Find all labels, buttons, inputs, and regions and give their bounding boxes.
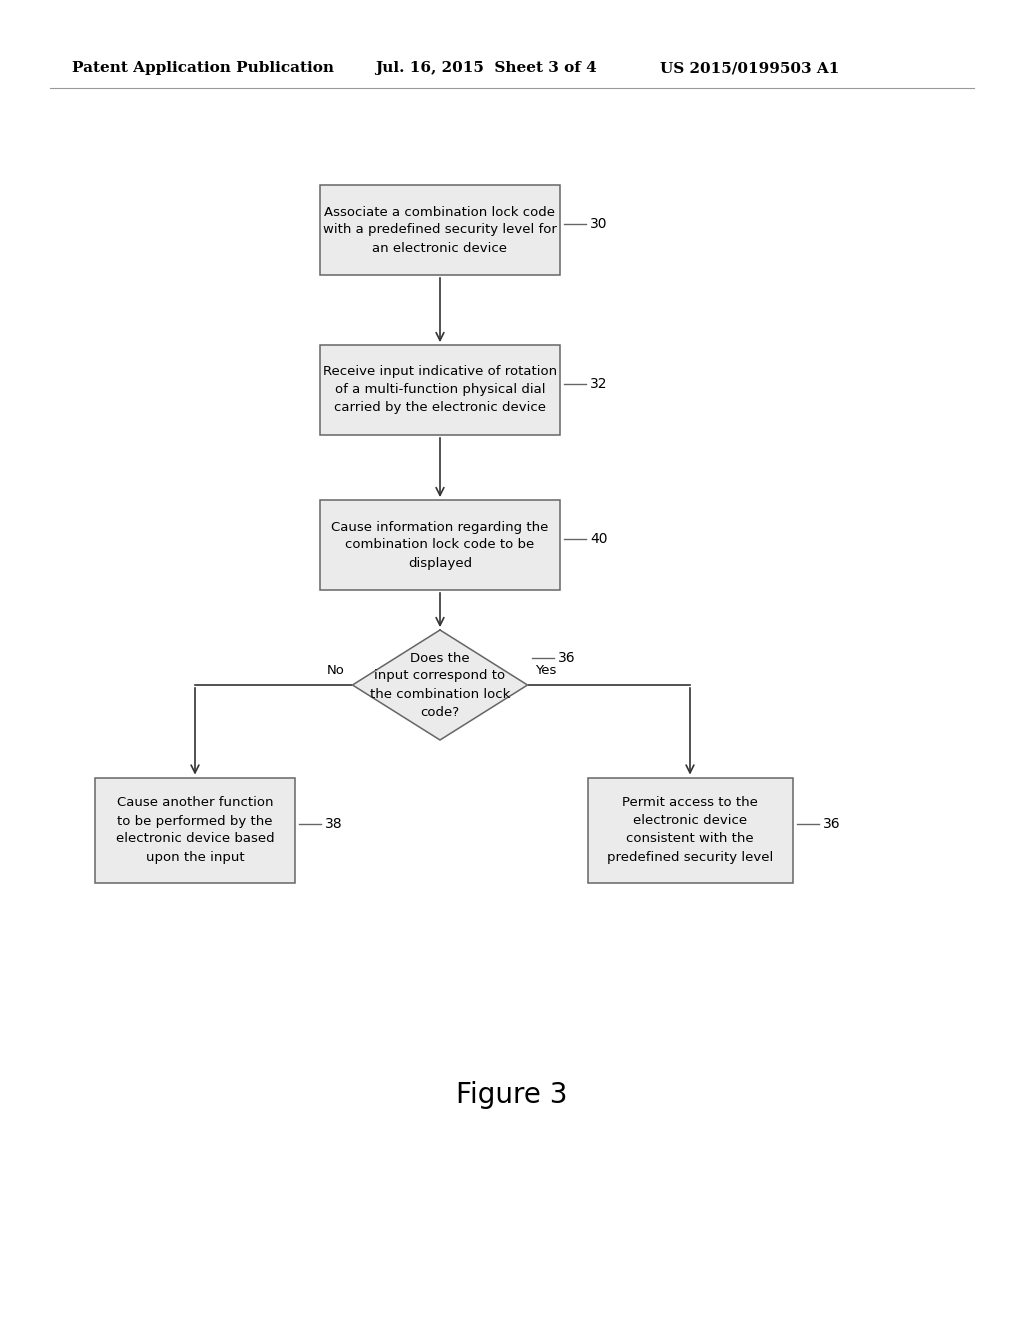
Text: Yes: Yes: [536, 664, 557, 677]
Text: US 2015/0199503 A1: US 2015/0199503 A1: [660, 61, 840, 75]
Text: 38: 38: [325, 817, 343, 832]
Text: Associate a combination lock code
with a predefined security level for
an electr: Associate a combination lock code with a…: [323, 206, 557, 255]
Text: Permit access to the
electronic device
consistent with the
predefined security l: Permit access to the electronic device c…: [607, 796, 773, 863]
FancyBboxPatch shape: [319, 185, 560, 275]
Text: Patent Application Publication: Patent Application Publication: [72, 61, 334, 75]
Text: 36: 36: [557, 651, 575, 664]
Text: 32: 32: [590, 378, 607, 391]
Text: No: No: [327, 664, 344, 677]
Text: Does the
input correspond to
the combination lock
code?: Does the input correspond to the combina…: [370, 652, 510, 718]
Text: 36: 36: [822, 817, 840, 832]
FancyBboxPatch shape: [95, 777, 295, 883]
FancyBboxPatch shape: [319, 500, 560, 590]
Text: 40: 40: [590, 532, 607, 546]
FancyBboxPatch shape: [588, 777, 793, 883]
Text: Jul. 16, 2015  Sheet 3 of 4: Jul. 16, 2015 Sheet 3 of 4: [375, 61, 597, 75]
Text: Figure 3: Figure 3: [457, 1081, 567, 1109]
FancyBboxPatch shape: [319, 345, 560, 436]
Text: Cause another function
to be performed by the
electronic device based
upon the i: Cause another function to be performed b…: [116, 796, 274, 863]
Text: 30: 30: [590, 216, 607, 231]
Text: Cause information regarding the
combination lock code to be
displayed: Cause information regarding the combinat…: [332, 520, 549, 569]
Text: Receive input indicative of rotation
of a multi-function physical dial
carried b: Receive input indicative of rotation of …: [323, 366, 557, 414]
Polygon shape: [352, 630, 527, 741]
